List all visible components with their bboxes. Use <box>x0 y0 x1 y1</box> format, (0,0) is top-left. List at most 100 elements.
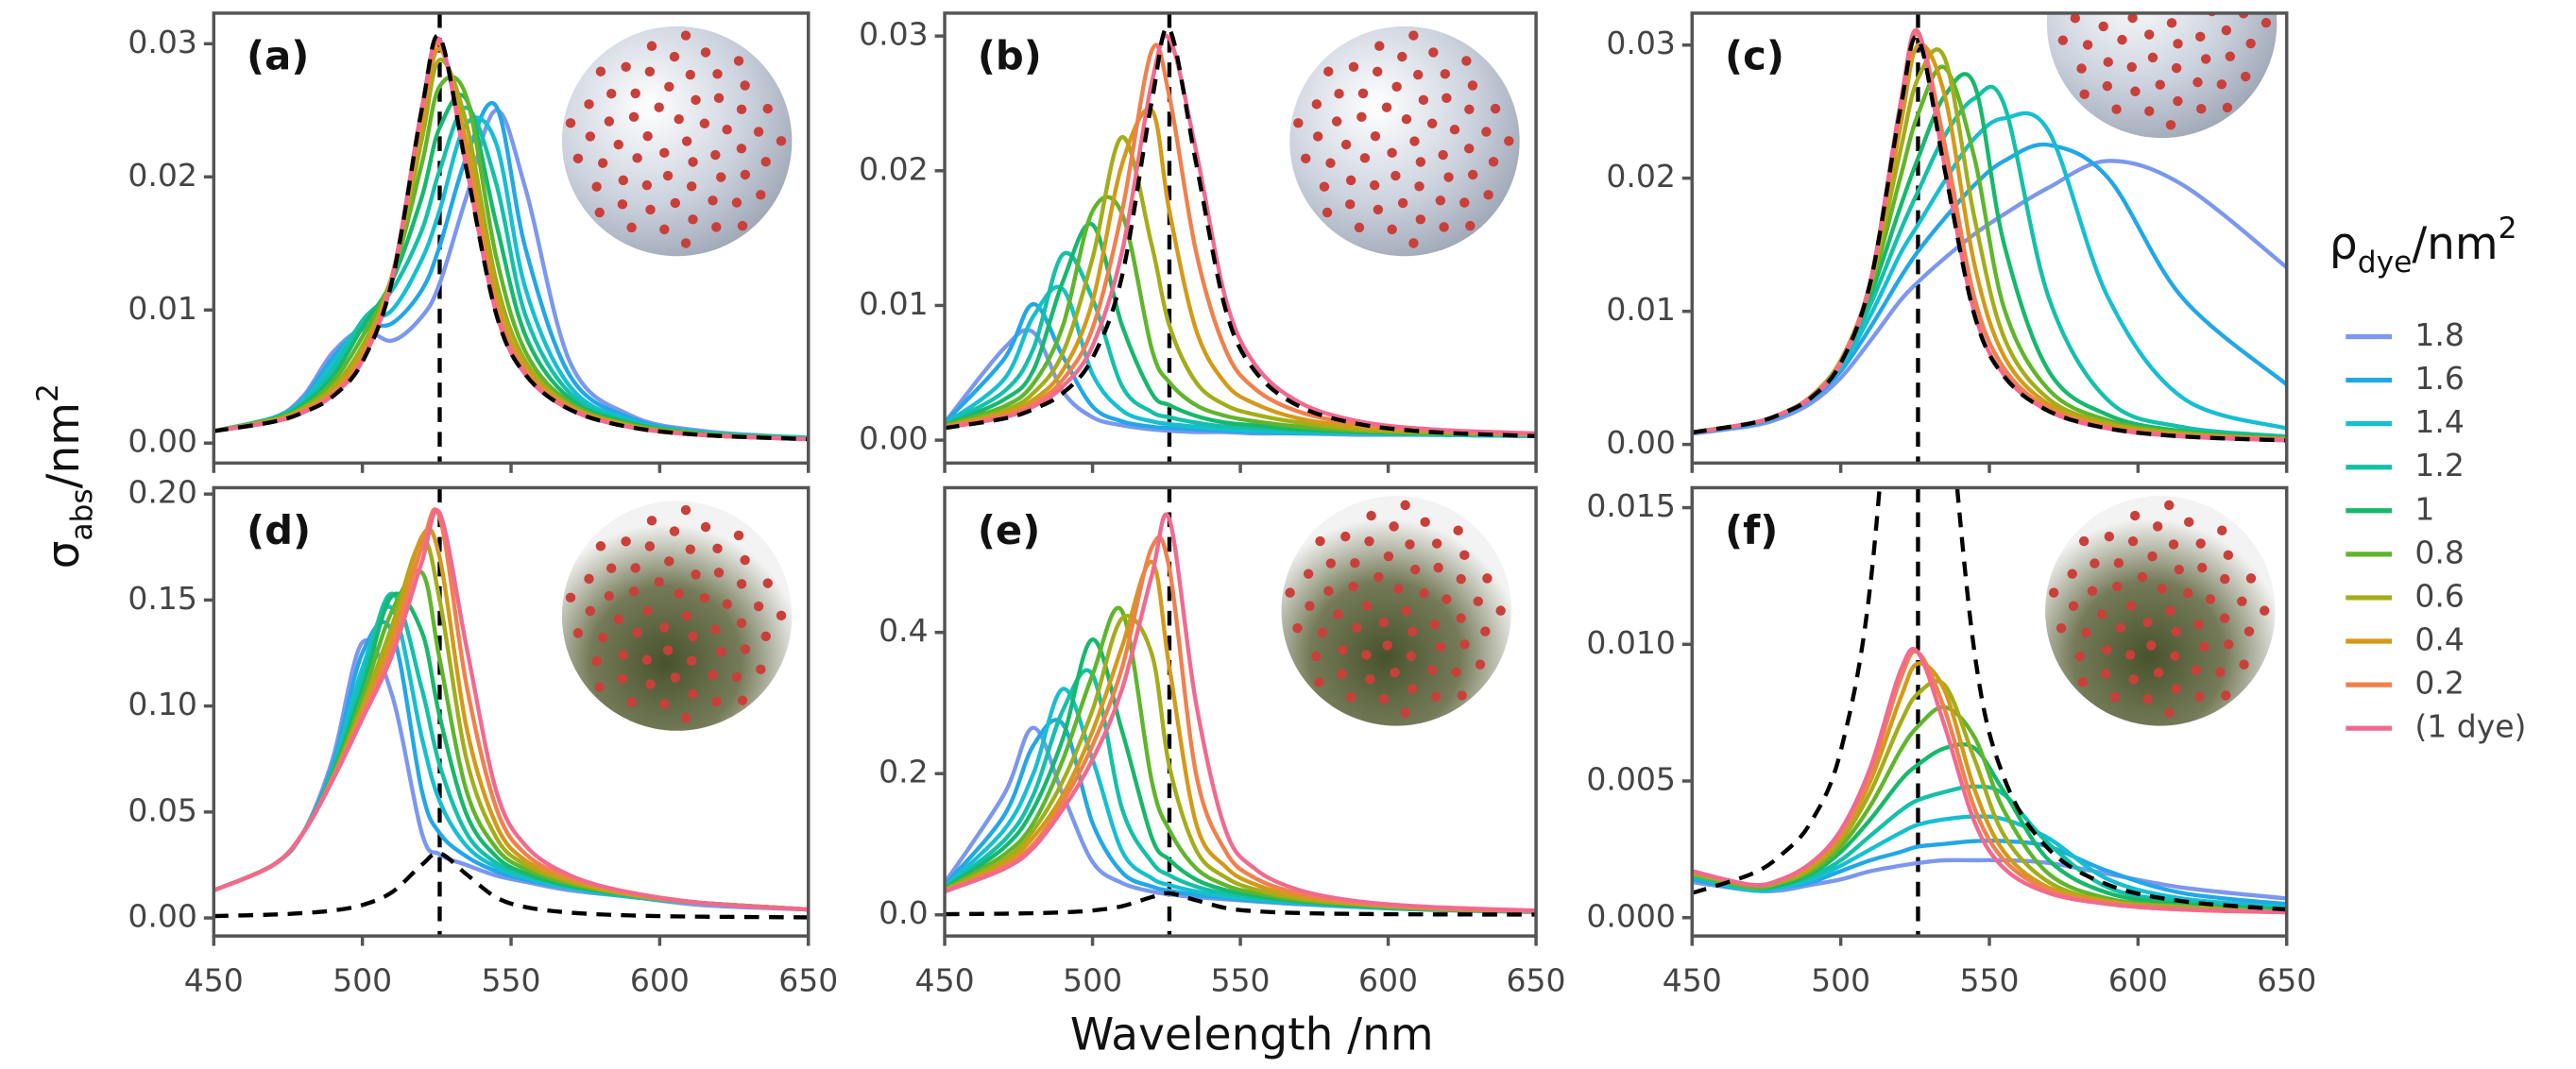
inset-dot <box>1407 684 1418 694</box>
series-line <box>213 508 809 912</box>
inset-dot <box>628 111 640 123</box>
inset-dot <box>1348 581 1358 592</box>
legend-label: 1 <box>2414 490 2434 527</box>
inset-dot <box>2182 587 2193 599</box>
inset-dot <box>2165 605 2175 617</box>
inset-dot <box>2082 40 2093 50</box>
inset-dot <box>572 153 584 164</box>
inset-dot <box>2127 12 2138 24</box>
inset-dot <box>628 586 640 597</box>
series-line <box>1692 741 2287 912</box>
inset-dot <box>1465 220 1476 231</box>
inset-dot <box>2111 104 2122 114</box>
inset-dot <box>1451 667 1461 678</box>
inset-dot <box>2174 564 2184 575</box>
inset-dot <box>641 654 653 665</box>
inset-dot <box>1390 170 1401 181</box>
inset-dot <box>2153 668 2164 678</box>
inset-dot <box>733 530 744 541</box>
inset-dot <box>1364 674 1375 685</box>
inset-dot <box>2164 500 2175 511</box>
inset-dot <box>2114 0 2124 4</box>
inset-dot <box>731 197 742 208</box>
inset-dot <box>760 157 771 167</box>
inset-dot <box>1459 550 1470 561</box>
x-tick-label: 500 <box>1811 961 1870 998</box>
inset-dot <box>1337 669 1347 679</box>
inset-dot <box>2173 95 2183 107</box>
inset-dot <box>1370 130 1381 142</box>
y-tick-label: 0.02 <box>128 157 197 194</box>
inset-dot <box>1400 500 1410 511</box>
inset-dot <box>1488 157 1499 167</box>
inset-dot <box>2129 510 2141 521</box>
inset-dot <box>1461 56 1472 66</box>
inset-dot <box>2068 601 2079 611</box>
inset-dot <box>1323 66 1334 76</box>
inset-dot <box>2195 31 2206 42</box>
inset-dot <box>731 671 742 683</box>
inset-dot <box>2124 650 2136 660</box>
y-tick-label: 0.02 <box>1606 158 1676 195</box>
inset-dot <box>2057 35 2069 45</box>
inset-dot <box>1406 651 1417 661</box>
inset-dot <box>2102 80 2113 92</box>
x-tick-label: 550 <box>1959 961 2019 998</box>
inset-dot <box>1305 601 1315 611</box>
inset-dot <box>1483 190 1493 200</box>
inset-dot <box>1340 139 1352 150</box>
inset-dot <box>2100 669 2111 679</box>
inset-dot <box>1409 564 1421 575</box>
y-tick-label: 0.05 <box>128 791 197 828</box>
inset-dot <box>736 618 747 629</box>
y-tick-label: 0.20 <box>128 474 197 511</box>
inset-dot <box>1430 691 1442 702</box>
inset-dot <box>604 116 615 127</box>
inset-dot <box>686 181 697 192</box>
inset-dot <box>1457 690 1467 701</box>
inset-dot <box>1435 195 1446 206</box>
inset-dot <box>632 153 642 163</box>
inset-dot <box>669 51 680 62</box>
inset-dot <box>700 521 711 533</box>
inset-dot <box>2111 581 2123 592</box>
inset-dot <box>713 568 725 578</box>
inset-dot <box>1414 181 1424 192</box>
inset-dot <box>1319 181 1330 192</box>
inset-dot <box>642 605 653 616</box>
legend-title-sup: 2 <box>2499 212 2517 246</box>
reference-curve <box>945 25 1537 439</box>
legend-title: ρdye/nm2 <box>2329 212 2517 280</box>
inset-dot <box>1401 113 1412 125</box>
inset-dot <box>1389 521 1399 532</box>
y-axis-label: σabs/nm2 <box>31 383 99 568</box>
inset-dot <box>1504 136 1514 146</box>
legend-label: 0.2 <box>2414 665 2465 702</box>
inset-dot <box>1480 626 1491 636</box>
inset-dot <box>2199 641 2209 653</box>
inset-dot <box>597 632 608 643</box>
inset-dot <box>1456 573 1466 585</box>
y-tick-label: 0.015 <box>1586 487 1676 524</box>
inset-dot <box>1301 153 1311 164</box>
inset-dot <box>2126 61 2137 73</box>
inset-dot <box>1378 693 1390 704</box>
inset-dot <box>691 569 701 580</box>
inset-dot <box>662 170 674 181</box>
inset-dot <box>585 605 596 617</box>
inset-dot <box>2221 25 2232 36</box>
inset-dot <box>2147 52 2158 63</box>
inset-dot <box>2194 691 2205 702</box>
panel-label: (d) <box>247 507 311 553</box>
inset-dot <box>2070 12 2081 24</box>
inset-dot <box>740 554 750 566</box>
inset-dot <box>606 563 617 573</box>
inset-dot <box>1397 197 1408 209</box>
inset-dot <box>2137 571 2148 583</box>
x-tick-label: 500 <box>1063 961 1122 998</box>
inset-dot <box>595 66 606 76</box>
inset-dot <box>756 190 766 200</box>
inset-dot <box>1351 622 1362 633</box>
reference-curve <box>1692 487 2287 912</box>
inset-dot <box>2164 707 2175 719</box>
